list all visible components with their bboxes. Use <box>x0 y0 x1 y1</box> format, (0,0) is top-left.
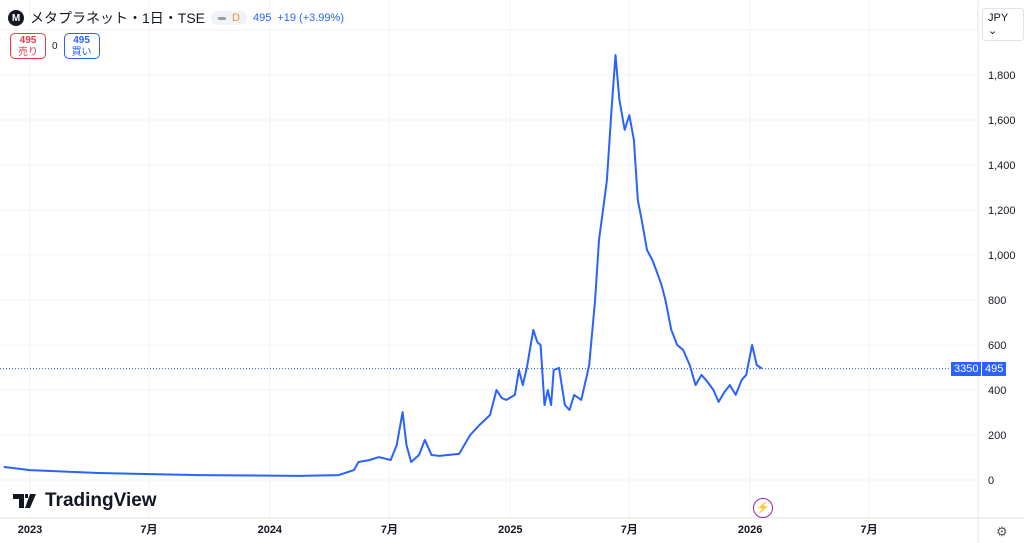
lightning-icon[interactable]: ⚡ <box>753 498 773 518</box>
tradingview-logo[interactable]: TradingView <box>13 490 157 512</box>
brand-name: TradingView <box>45 490 157 511</box>
y-tick-label: 200 <box>988 430 1006 442</box>
y-tick-label: 600 <box>988 340 1006 352</box>
x-tick-label: 2025 <box>498 524 522 536</box>
symbol-header: M メタプラネット・1日・TSE D 495 +19 (+3.99%) <box>8 8 344 28</box>
minus-icon <box>218 16 227 20</box>
buy-button[interactable]: 495 買い <box>63 33 100 59</box>
interval-label: D <box>232 12 240 24</box>
sell-button[interactable]: 495 売り <box>10 33 46 59</box>
y-tick-label: 1,600 <box>988 115 1016 127</box>
x-tick-label: 7月 <box>381 523 398 536</box>
tv-logo-icon <box>13 494 36 508</box>
buy-label: 買い <box>71 47 92 58</box>
buy-price: 495 <box>73 35 90 46</box>
price-series-line <box>3 54 763 477</box>
x-tick-label: 2023 <box>18 524 42 536</box>
company-logo: M <box>8 10 24 26</box>
currency-dropdown[interactable]: JPY ⌄ <box>982 8 1024 41</box>
price-change: +19 (+3.99%) <box>277 12 344 24</box>
y-tick-label: 400 <box>988 385 1006 397</box>
x-tick-label: 7月 <box>861 523 878 536</box>
currency-label: JPY <box>988 12 1008 24</box>
y-tick-label: 1,000 <box>988 250 1016 262</box>
x-tick-label: 2024 <box>258 524 283 536</box>
x-tick-label: 7月 <box>140 523 157 536</box>
symbol-title[interactable]: メタプラネット・1日・TSE <box>30 10 206 26</box>
interval-badge[interactable]: D <box>211 11 247 25</box>
y-tick-label: 1,400 <box>988 160 1016 172</box>
sell-label: 売り <box>18 47 38 58</box>
settings-icon[interactable]: ⚙ <box>996 524 1008 539</box>
y-tick-label: 0 <box>988 475 994 487</box>
sell-price: 495 <box>19 35 37 46</box>
spread: 0 <box>52 40 58 52</box>
chevron-down-icon: ⌄ <box>988 25 998 37</box>
x-tick-label: 2026 <box>738 524 762 536</box>
last-price: 495 <box>252 12 272 24</box>
countdown-label: 3350 <box>951 362 982 376</box>
y-tick-label: 1,800 <box>988 70 1016 82</box>
trade-panel: 495 売り 0 495 買い <box>10 33 100 59</box>
x-tick-label: 7月 <box>621 523 638 536</box>
y-tick-label: 1,200 <box>988 205 1016 217</box>
y-tick-label: 800 <box>988 295 1006 307</box>
price-label: 495 <box>982 362 1007 376</box>
